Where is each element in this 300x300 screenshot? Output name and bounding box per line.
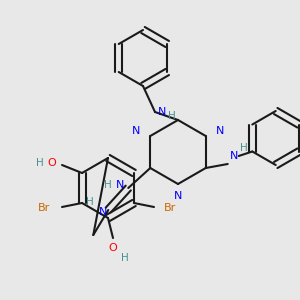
Text: Br: Br (164, 203, 176, 213)
Text: O: O (48, 158, 56, 168)
Text: Br: Br (38, 203, 50, 213)
Text: N: N (132, 126, 140, 136)
Text: H: H (240, 143, 248, 153)
Text: H: H (104, 180, 112, 190)
Text: H: H (36, 158, 44, 168)
Text: H: H (86, 197, 94, 207)
Text: N: N (230, 151, 238, 161)
Text: N: N (99, 207, 107, 217)
Text: N: N (174, 191, 182, 201)
Text: H: H (121, 253, 129, 263)
Text: N: N (215, 126, 224, 136)
Text: N: N (158, 107, 166, 117)
Text: H: H (168, 111, 176, 121)
Text: N: N (116, 180, 124, 190)
Text: O: O (109, 243, 117, 253)
